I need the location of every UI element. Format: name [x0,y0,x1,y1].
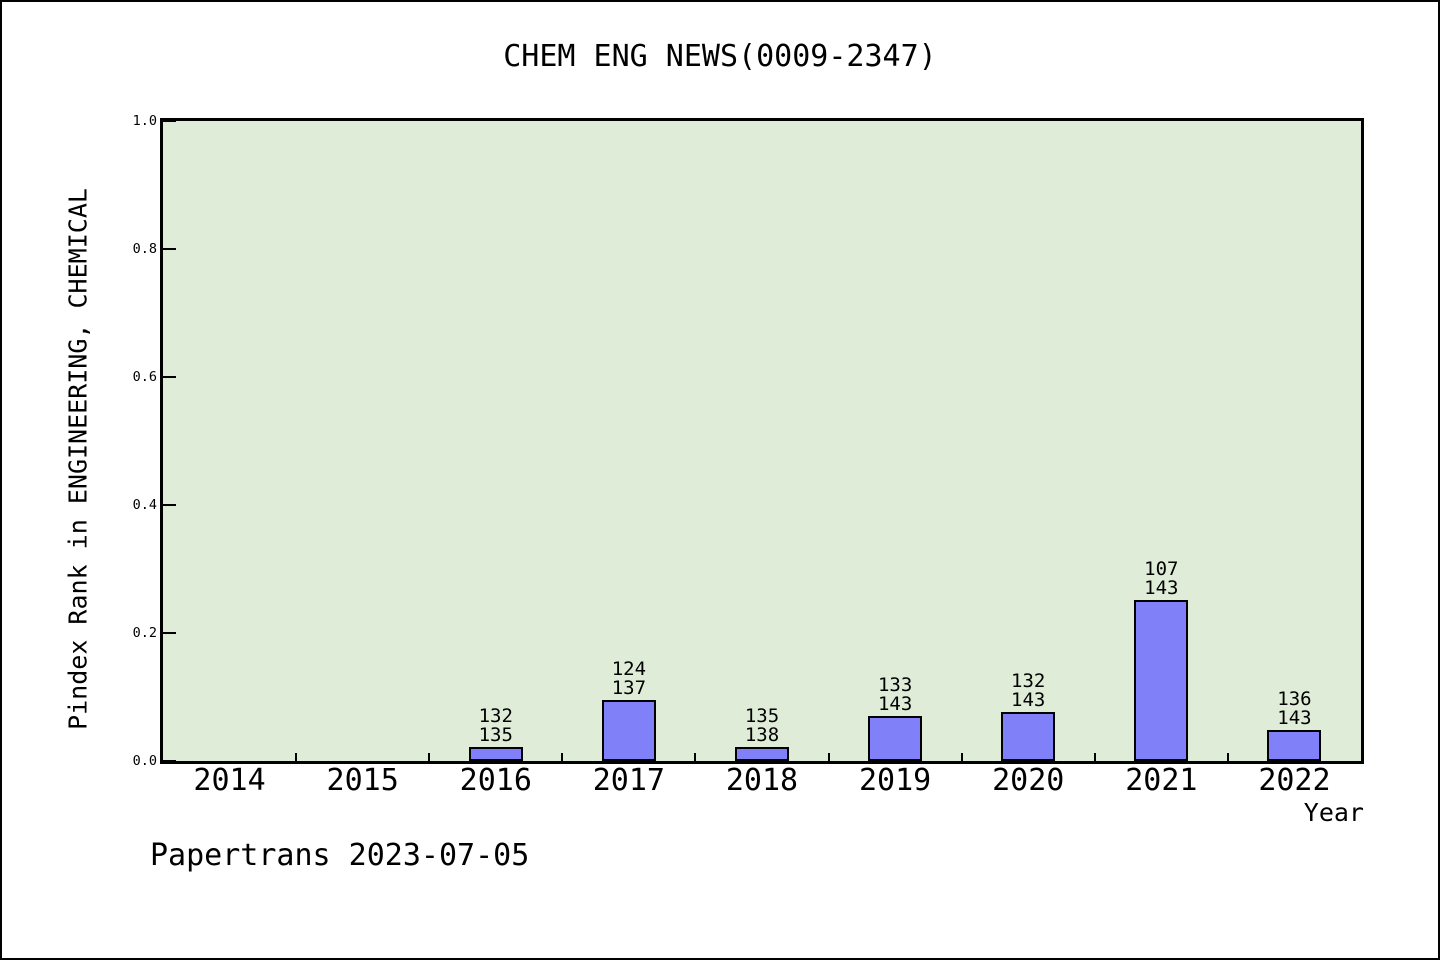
bar-2019 [868,716,923,761]
bar-2016 [468,747,523,761]
x-tick-label: 2018 [725,763,799,798]
y-tick-label: 0.0 [132,753,157,769]
bar-annotation-total: 137 [611,677,647,699]
y-tick-label: 0.6 [132,369,157,385]
x-tick-mark [960,753,963,761]
watermark-text: Papertrans 2023-07-05 [150,838,530,873]
x-tick-label: 2022 [1258,763,1331,798]
x-tick-mark [1093,753,1096,761]
bar-annotation: 136 143 [1234,690,1354,728]
bar-annotation: 132 135 [436,707,556,745]
x-tick-label: 2015 [326,763,399,798]
x-tick-mark [428,753,431,761]
x-tick-mark [1226,753,1229,761]
y-tick-mark [163,632,176,634]
bar-2017 [601,700,656,761]
bar-annotation: 135 138 [702,707,822,745]
bar-annotation-total: 143 [1277,707,1312,729]
bar-annotation-rank: 132 [1011,670,1046,692]
y-tick-label: 1.0 [132,113,157,129]
x-tick-mark [694,753,697,761]
bar-annotation-rank: 107 [1144,558,1179,580]
bar-annotation: 107 143 [1101,560,1221,598]
bar-annotation-total: 143 [1011,689,1046,711]
x-axis-label: Year [1303,798,1364,827]
x-tick-label: 2020 [992,763,1065,798]
x-tick-mark [561,753,564,761]
x-tick-mark [827,753,830,761]
bar-annotation-total: 135 [478,724,513,746]
bar-annotation: 133 143 [835,676,955,714]
chart-title: CHEM ENG NEWS(0009-2347) [503,39,937,74]
y-tick-mark [163,248,176,250]
bar-annotation-rank: 124 [611,658,647,680]
bar-annotation: 132 143 [968,672,1088,710]
bar-annotation-rank: 133 [877,674,913,696]
bar-2021 [1134,600,1189,761]
x-tick-label: 2021 [1125,763,1198,798]
bar-2022 [1267,730,1322,761]
bar-2020 [1001,712,1056,761]
bar-annotation: 124 137 [569,660,689,698]
x-tick-label: 2016 [459,763,532,798]
y-tick-mark [163,504,176,506]
bar-annotation-rank: 136 [1277,688,1312,710]
x-tick-label: 2017 [592,763,665,798]
x-tick-label: 2019 [858,763,932,798]
bar-annotation-rank: 135 [744,705,780,727]
bar-2018 [735,747,789,761]
plot-area: 132 135 124 137 135 138 133 143 132 143 107 143 136 1… [160,118,1364,764]
x-tick-mark [295,753,298,761]
y-tick-label: 0.4 [132,497,157,513]
bar-annotation-total: 143 [877,693,913,715]
x-tick-label: 2014 [193,763,266,798]
bar-annotation-total: 138 [744,724,780,746]
bar-annotation-rank: 132 [478,705,513,727]
y-tick-mark [163,376,176,378]
y-tick-mark [163,760,176,761]
y-axis-label: Pindex Rank in ENGINEERING, CHEMICAL [63,188,93,730]
bar-annotation-total: 143 [1144,577,1179,599]
y-tick-label: 0.8 [132,241,157,257]
y-tick-label: 0.2 [132,625,157,641]
y-tick-mark [163,121,176,122]
